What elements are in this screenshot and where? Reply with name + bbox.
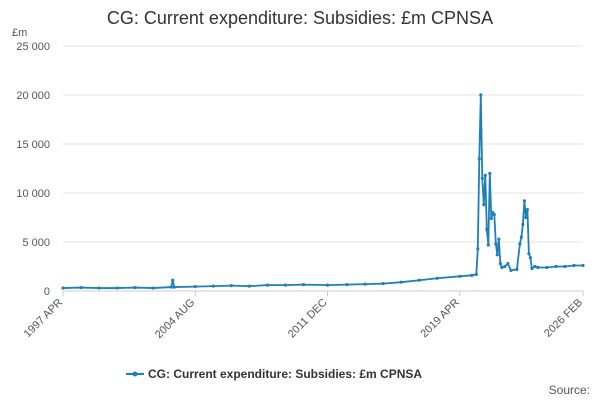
data-point [524,215,528,220]
data-point [528,256,532,260]
data-point [363,282,367,286]
data-point [458,274,462,278]
data-point [476,247,480,251]
data-point [498,261,502,266]
data-point [521,222,525,226]
data-point [492,212,496,217]
data-point [486,243,490,247]
data-point [518,242,522,246]
data-point [477,157,481,161]
x-tick-label: 2026 FEB [542,297,585,340]
data-point [399,280,403,284]
data-point [494,242,498,246]
data-point [79,285,83,290]
data-point [506,261,510,266]
data-point [133,285,137,290]
data-point [417,278,421,282]
data-point [211,284,215,288]
y-tick-label: 20 000 [16,90,50,102]
y-tick-label: 25 000 [16,41,50,53]
data-point [229,284,233,288]
data-point [581,263,585,268]
data-point [519,235,523,239]
data-point [563,264,567,269]
x-tick-label: 1997 APR [22,297,66,341]
y-tick-label: 10 000 [16,188,50,200]
data-point [482,203,486,207]
y-unit: £m [12,27,27,39]
data-point [474,272,478,276]
data-point [151,286,155,290]
data-point [435,276,439,280]
data-point [485,227,489,231]
data-point [527,252,531,256]
data-point [536,265,540,270]
data-point [530,266,534,271]
y-tick-label: 15 000 [16,139,50,151]
data-point [488,171,492,175]
data-point [522,199,526,203]
data-point [554,264,558,269]
data-point [525,208,529,212]
data-point [500,265,504,270]
data-point [572,263,576,268]
data-point [169,285,173,289]
data-point [470,273,474,277]
data-point [193,284,197,289]
x-tick-label: 2004 AUG [153,297,197,341]
data-point [545,265,549,270]
data-point [265,283,269,287]
data-point [115,286,119,290]
data-point [489,216,493,221]
source: Source: [549,383,590,397]
data-point [483,173,487,177]
data-point [97,286,101,290]
data-point [247,284,251,288]
x-tick-label: 2011 DEC [286,297,330,341]
data-point [172,285,176,289]
data-point [495,253,499,257]
data-point [171,278,175,282]
series-line [62,94,583,289]
data-point [345,283,349,287]
data-point [503,264,507,269]
data-point [515,267,519,272]
data-point [381,282,385,286]
x-tick-label: 2019 APR [418,297,462,341]
legend-item: CG: Current expenditure: Subsidies: £m C… [126,367,422,381]
chart-title: CG: Current expenditure: Subsidies: £m C… [107,8,493,28]
data-point [325,283,330,287]
legend-label: CG: Current expenditure: Subsidies: £m C… [148,367,422,381]
data-point [283,283,288,287]
y-tick-label: 5 000 [22,237,50,249]
y-tick-label: 0 [44,286,50,298]
legend-marker [132,371,138,377]
data-point [61,286,65,290]
data-point [479,93,483,97]
data-point [509,268,513,273]
data-point [533,264,537,269]
data-point [301,283,306,287]
data-point [497,237,501,241]
data-point [480,176,484,180]
